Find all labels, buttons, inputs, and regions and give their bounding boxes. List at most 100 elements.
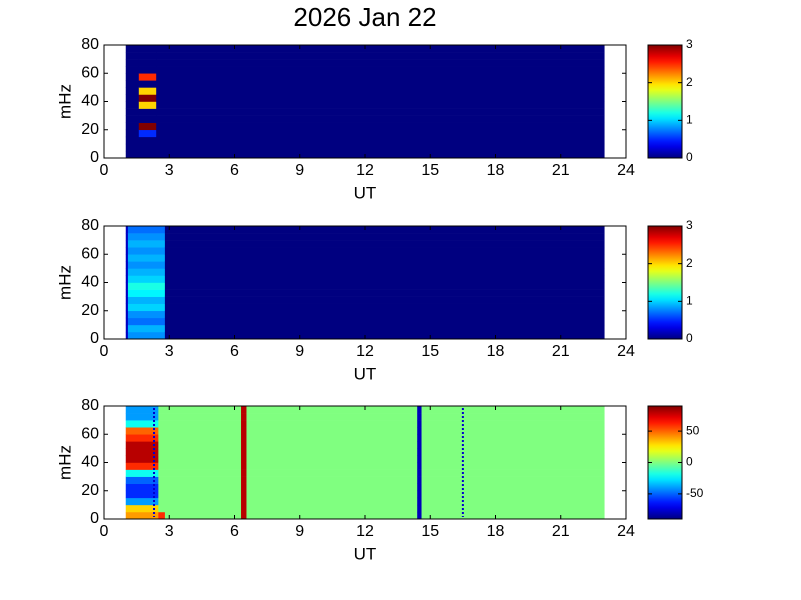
- x-tick-label: 12: [356, 343, 374, 360]
- heatmap-cell: [125, 261, 129, 269]
- heatmap-cell: [246, 504, 418, 513]
- heatmap-cell: [156, 143, 605, 152]
- heatmap-cell: [158, 455, 166, 463]
- x-tick-label: 6: [230, 523, 239, 540]
- heatmap-cell: [164, 441, 242, 449]
- heatmap-cell: [241, 511, 247, 520]
- colorbar-tick-label: 0: [686, 331, 693, 345]
- heatmap-cell: [156, 59, 605, 67]
- heatmap-cell: [125, 483, 159, 492]
- heatmap-cell: [125, 108, 140, 116]
- heatmap-cell: [241, 469, 247, 477]
- x-tick-label: 3: [165, 523, 174, 540]
- heatmap-cell: [127, 282, 166, 290]
- heatmap-cell: [164, 331, 605, 340]
- heatmap-cell: [246, 441, 418, 449]
- heatmap-cell: [125, 497, 159, 506]
- heatmap-cell: [158, 420, 166, 428]
- heatmap-cell: [125, 427, 159, 435]
- heatmap-cell: [125, 52, 140, 60]
- heatmap-cell: [164, 261, 605, 269]
- heatmap-cell: [125, 240, 129, 248]
- heatmap-cell: [164, 483, 242, 492]
- heatmap-cell: [127, 247, 166, 255]
- heatmap-cell: [125, 136, 140, 145]
- heatmap-cell: [138, 129, 157, 138]
- heatmap-cell: [125, 469, 159, 477]
- heatmap-cell: [246, 448, 418, 456]
- heatmap-cell: [125, 331, 129, 340]
- heatmap-cell: [138, 45, 157, 53]
- heatmap-cell: [246, 455, 418, 463]
- heatmap-cell: [421, 448, 605, 456]
- heatmap-cell: [156, 108, 605, 116]
- heatmap-cell: [164, 240, 605, 248]
- x-axis-label: UT: [354, 364, 377, 383]
- heatmap-cell: [164, 511, 242, 520]
- heatmap-cell: [127, 240, 166, 248]
- heatmap-cell: [246, 483, 418, 492]
- heatmap-cell: [125, 247, 129, 255]
- y-tick-label: 80: [81, 217, 99, 234]
- heatmap-cell: [164, 282, 605, 290]
- y-tick-label: 60: [81, 64, 99, 81]
- heatmap-cell: [241, 406, 247, 414]
- x-tick-label: 15: [421, 523, 439, 540]
- y-tick-label: 0: [90, 510, 99, 527]
- heatmap-cell: [138, 150, 157, 159]
- heatmap-cell: [241, 420, 247, 428]
- y-axis-label: mHz: [55, 445, 74, 480]
- heatmap-cell: [156, 80, 605, 88]
- heatmap-cell: [127, 261, 166, 269]
- heatmap-cell: [125, 45, 140, 53]
- heatmap-cell: [158, 511, 166, 520]
- heatmap-cell: [421, 511, 605, 520]
- x-tick-label: 9: [295, 343, 304, 360]
- heatmap-cell: [125, 434, 159, 442]
- heatmap-cell: [158, 434, 166, 442]
- heatmap-cell: [125, 59, 140, 67]
- colorbar: [647, 44, 683, 159]
- colorbar: [647, 225, 683, 340]
- heatmap-cell: [246, 469, 418, 477]
- heatmap-cell: [158, 427, 166, 435]
- heatmap-cell: [138, 66, 157, 74]
- heatmap-cell: [158, 441, 166, 449]
- heatmap-cell: [246, 497, 418, 506]
- heatmap-cell: [417, 469, 422, 477]
- x-tick-label: 18: [487, 523, 505, 540]
- heatmap-cell: [127, 275, 166, 283]
- heatmap-cell: [127, 303, 166, 312]
- heatmap-cell: [138, 59, 157, 67]
- heatmap-cell: [158, 469, 166, 477]
- heatmap-cell: [421, 441, 605, 449]
- heatmap-cell: [164, 469, 242, 477]
- heatmap-cell: [138, 101, 157, 109]
- heatmap-cell: [241, 490, 247, 499]
- x-tick-label: 21: [552, 343, 570, 360]
- heatmap-cell: [125, 143, 140, 152]
- heatmap-cell: [164, 497, 242, 506]
- heatmap-cell: [164, 296, 605, 304]
- heatmap-cell: [125, 511, 159, 520]
- heatmap-cell: [241, 455, 247, 463]
- x-tick-label: 15: [421, 343, 439, 360]
- heatmap-cell: [125, 324, 129, 333]
- y-tick-label: 60: [81, 425, 99, 442]
- heatmap-cell: [246, 434, 418, 442]
- heatmap-cell: [421, 490, 605, 499]
- heatmap-cell: [138, 87, 157, 95]
- heatmap-cell: [246, 427, 418, 435]
- heatmap-cell: [125, 101, 140, 109]
- heatmap-cell: [125, 122, 140, 131]
- heatmap-cell: [125, 226, 129, 234]
- heatmap-cell: [125, 420, 159, 428]
- heatmap-cell: [164, 303, 605, 312]
- heatmap-cell: [138, 52, 157, 60]
- x-tick-label: 21: [552, 162, 570, 179]
- x-tick-label: 0: [100, 523, 109, 540]
- heatmap-cell: [421, 455, 605, 463]
- heatmap-cell: [156, 101, 605, 109]
- colorbar: [647, 405, 683, 520]
- heatmap-cell: [125, 94, 140, 102]
